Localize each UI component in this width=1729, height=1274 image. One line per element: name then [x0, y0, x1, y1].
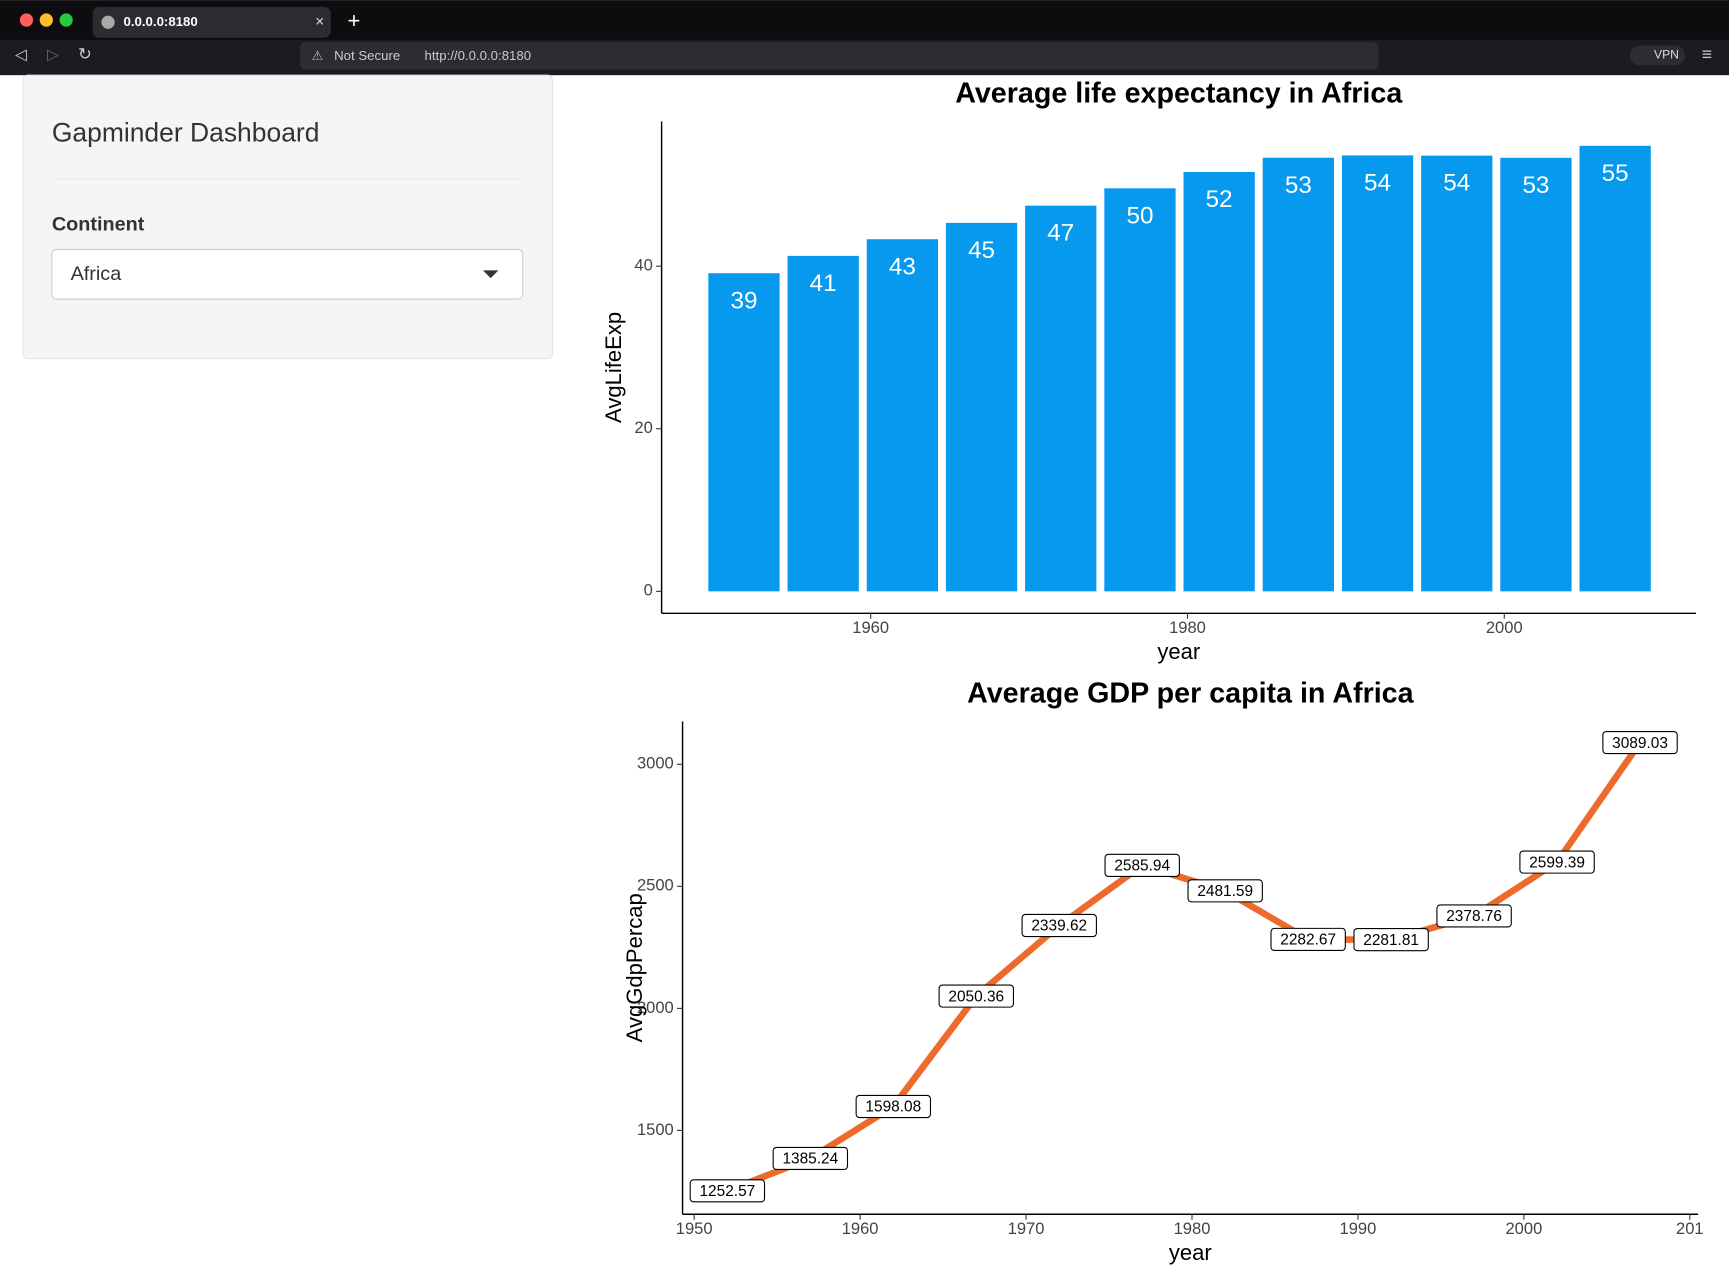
x-axis-title: year [1157, 639, 1200, 664]
y-tick-label: 0 [644, 581, 653, 600]
security-label: Not Secure [334, 48, 400, 63]
y-tick-label: 2500 [637, 876, 674, 895]
y-tick-label: 3000 [637, 754, 674, 773]
x-tick-label: 1980 [1174, 1219, 1211, 1238]
bar [1341, 155, 1414, 592]
value-label: 3089.03 [1612, 735, 1668, 752]
selected-option: Africa [71, 263, 123, 285]
x-tick-label: 1990 [1340, 1219, 1377, 1238]
bar [1262, 157, 1334, 592]
value-label: 53 [1522, 172, 1549, 199]
value-label: 39 [730, 287, 757, 314]
tab-title: 0.0.0.0:8180 [124, 14, 198, 29]
bar [787, 255, 859, 592]
x-tick-label: 1960 [842, 1219, 879, 1238]
continent-select[interactable] [51, 248, 524, 300]
y-tick-label: 20 [634, 418, 652, 437]
label-box [1436, 904, 1512, 928]
forward-button[interactable]: ▷ [47, 46, 59, 63]
reload-button[interactable]: ↻ [78, 45, 92, 64]
x-tick-label: 1950 [676, 1219, 713, 1238]
value-label: 47 [1047, 220, 1074, 247]
minimize-dot[interactable] [39, 13, 53, 27]
vpn-label: VPN [1654, 48, 1679, 62]
value-label: 1385.24 [782, 1151, 838, 1168]
tab[interactable] [92, 6, 331, 38]
bar [708, 273, 780, 592]
bar [1183, 171, 1255, 592]
value-label: 41 [810, 270, 837, 297]
y-tick-label: 2000 [637, 998, 674, 1017]
label-box [772, 1146, 849, 1171]
x-tick-label: 201 [1676, 1219, 1704, 1238]
line [726, 740, 1643, 1194]
back-button[interactable]: ◁ [15, 46, 27, 63]
sidebar-title: Gapminder Dashboard [52, 118, 320, 148]
label-box [938, 984, 1014, 1008]
label-box [855, 1094, 932, 1119]
value-label: 2281.81 [1363, 932, 1419, 949]
value-label: 54 [1364, 169, 1391, 196]
label-box [689, 1179, 766, 1203]
chart-title: Average GDP per capita in Africa [967, 677, 1415, 709]
value-label: 52 [1206, 186, 1233, 213]
label-box [1021, 913, 1097, 938]
value-label: 2378.76 [1446, 908, 1502, 925]
value-label: 2599.39 [1529, 854, 1585, 871]
value-label: 1252.57 [699, 1183, 755, 1200]
chart-title: Average life expectancy in Africa [955, 78, 1403, 110]
value-label: 2585.94 [1114, 858, 1170, 875]
bar [1025, 205, 1097, 592]
bar [1104, 188, 1176, 592]
url: http://0.0.0.0:8180 [425, 48, 532, 63]
value-label: 2481.59 [1197, 883, 1253, 900]
value-label: 43 [889, 253, 916, 280]
x-tick-label: 1970 [1008, 1219, 1045, 1238]
value-label: 55 [1602, 160, 1629, 187]
bar [1421, 155, 1493, 592]
label-box [1353, 928, 1429, 952]
warning-icon: ⚠ [312, 48, 324, 63]
value-label: 53 [1285, 172, 1312, 199]
x-tick-label: 2000 [1486, 618, 1523, 637]
label-box [1270, 927, 1346, 951]
value-label: 45 [968, 237, 995, 264]
label-box [1104, 853, 1180, 877]
dropdown-arrow [482, 270, 499, 279]
y-tick-label: 40 [634, 256, 652, 275]
vpn-button[interactable] [1629, 45, 1685, 66]
bar [1579, 145, 1651, 592]
select-label: Continent [52, 213, 145, 235]
value-label: 2339.62 [1031, 918, 1087, 935]
y-axis-title: AvgGdpPercap [622, 893, 647, 1042]
x-tick-label: 1960 [852, 618, 889, 637]
value-label: 50 [1126, 202, 1153, 229]
label-box [1187, 879, 1263, 903]
tab-icon [101, 15, 115, 29]
bar [866, 239, 939, 592]
new-tab[interactable]: + [348, 8, 361, 33]
zoom-dot[interactable] [59, 13, 73, 27]
label-box [1519, 850, 1595, 874]
y-tick-label: 1500 [637, 1120, 674, 1139]
label-box [1602, 731, 1678, 755]
address-bar[interactable] [299, 42, 1379, 70]
value-label: 54 [1443, 170, 1470, 197]
bar [945, 222, 1018, 592]
x-tick-label: 1980 [1169, 618, 1206, 637]
menu-button[interactable]: ≡ [1702, 44, 1712, 64]
x-tick-label: 2000 [1505, 1219, 1542, 1238]
value-label: 2050.36 [948, 988, 1004, 1005]
tab-close[interactable]: × [315, 13, 324, 30]
bar [1500, 157, 1572, 592]
y-axis-title: AvgLifeExp [601, 312, 626, 423]
close-dot[interactable] [19, 13, 34, 27]
value-label: 1598.08 [865, 1099, 921, 1116]
x-axis-title: year [1169, 1240, 1212, 1265]
value-label: 2282.67 [1280, 932, 1336, 949]
